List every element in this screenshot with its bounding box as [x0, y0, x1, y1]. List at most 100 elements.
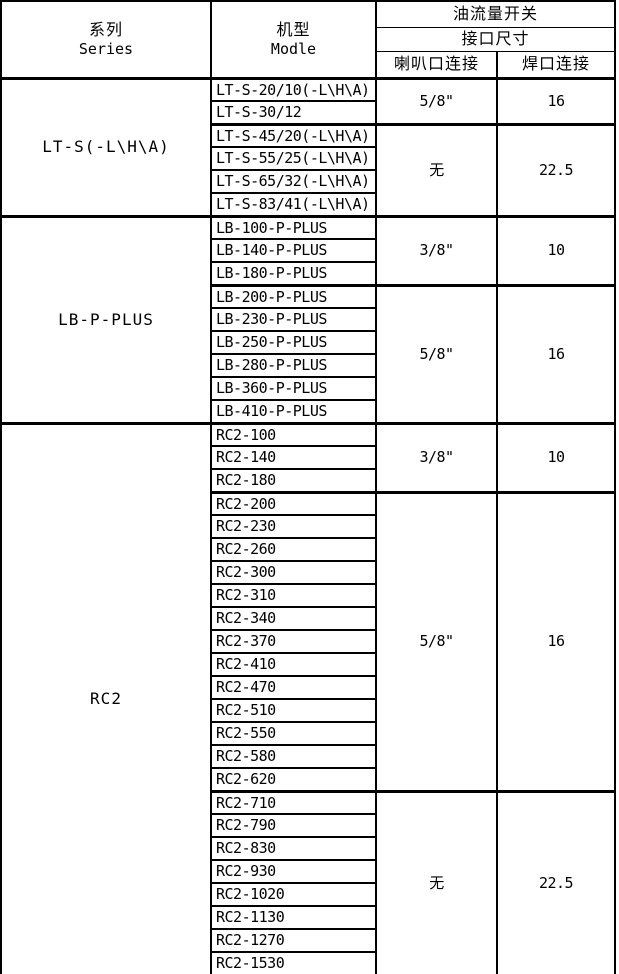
model-cell: LT-S-30/12	[210, 100, 377, 125]
table-row: RC2-510	[1, 698, 615, 723]
table-row: RC2-140	[1, 445, 615, 470]
table-row: RC2-550	[1, 721, 615, 746]
table-header: 系列 Series 机型 Modle 油流量开关 接口尺寸 喇叭口连接 焊口连接	[0, 0, 617, 79]
series-cell: LT-S(-L\H\A)	[0, 76, 212, 217]
weld-size-cell: 16	[495, 283, 617, 424]
table-row: LB-410-P-PLUS	[1, 399, 615, 424]
weld-size-cell: 10	[495, 214, 617, 286]
weld-size-cell: 22.5	[495, 789, 617, 974]
flare-size-cell: 无	[375, 789, 498, 974]
model-cell: LB-180-P-PLUS	[210, 261, 377, 286]
flare-size-cell: 5/8"	[375, 490, 498, 792]
table-row: RC2-410	[1, 652, 615, 677]
model-cell: RC2-930	[210, 859, 377, 884]
model-column-header-zh: 机型	[276, 20, 311, 40]
table-row: LB-180-P-PLUS	[1, 261, 615, 286]
table-row: RC2-230	[1, 514, 615, 539]
series-column-header-zh: 系列	[88, 20, 123, 40]
table-row: LT-S-55/25(-L\H\A)	[1, 146, 615, 171]
model-cell: RC2-1130	[210, 905, 377, 930]
model-cell: LT-S-45/20(-L\H\A)	[210, 122, 377, 148]
model-cell: RC2-830	[210, 836, 377, 861]
model-cell: RC2-310	[210, 583, 377, 608]
table-row: LT-S(-L\H\A) LT-S-20/10(-L\H\A) 5/8" 16	[0, 76, 617, 217]
table-row: LB-360-P-PLUS	[1, 376, 615, 401]
flare-size-cell: 3/8"	[375, 214, 498, 286]
model-cell: RC2-180	[210, 468, 377, 493]
table-row: LB-200-P-PLUS 5/8" 16	[1, 283, 617, 424]
table-row: RC2-470	[1, 675, 615, 700]
model-cell: RC2-140	[210, 445, 377, 470]
model-cell: LB-100-P-PLUS	[210, 214, 377, 240]
flare-size-cell: 5/8"	[375, 76, 498, 125]
model-cell: RC2-100	[210, 421, 377, 447]
model-cell: RC2-200	[210, 490, 377, 516]
table-row: RC2-1130	[1, 905, 615, 930]
model-cell: LB-230-P-PLUS	[210, 307, 377, 332]
table-row: LB-140-P-PLUS	[1, 238, 615, 263]
weld-size-cell: 16	[495, 490, 617, 792]
table-row: RC2-710 无 22.5	[1, 789, 617, 974]
table-row: LT-S-45/20(-L\H\A) 无 22.5	[1, 122, 617, 217]
table-body: LT-S(-L\H\A) LT-S-20/10(-L\H\A) 5/8" 16 LT-S…	[0, 76, 617, 974]
model-cell: RC2-1270	[210, 928, 377, 953]
table-row: RC2-300	[1, 560, 615, 585]
weld-size-cell: 22.5	[495, 122, 617, 217]
table-row: LT-S-65/32(-L\H\A)	[1, 169, 615, 194]
table-row: RC2-340	[1, 606, 615, 631]
model-column-header: 机型 Modle	[210, 0, 377, 79]
table-row: LB-250-P-PLUS	[1, 330, 615, 355]
weld-connection-header: 焊口连接	[495, 50, 617, 79]
flare-connection-header: 喇叭口连接	[375, 50, 498, 79]
model-cell: RC2-1530	[210, 951, 377, 974]
model-cell: LB-360-P-PLUS	[210, 376, 377, 401]
model-cell: LB-250-P-PLUS	[210, 330, 377, 355]
table-row: LT-S-83/41(-L\H\A)	[1, 192, 615, 217]
flare-size-cell: 3/8"	[375, 421, 498, 493]
header-row-1: 系列 Series 机型 Modle 油流量开关	[0, 0, 617, 79]
flare-size-cell: 5/8"	[375, 283, 498, 424]
model-cell: RC2-510	[210, 698, 377, 723]
table-row: RC2-260	[1, 537, 615, 562]
table-row: LB-P-PLUS LB-100-P-PLUS 3/8" 10	[0, 214, 617, 424]
model-cell: RC2-230	[210, 514, 377, 539]
table-row: RC2 RC2-100 3/8" 10	[0, 421, 617, 974]
weld-size-cell: 16	[495, 76, 617, 125]
table-row: LB-230-P-PLUS	[1, 307, 615, 332]
table-row: LB-280-P-PLUS	[1, 353, 615, 378]
series-column-header: 系列 Series	[0, 0, 212, 79]
table-row: RC2-1020	[1, 882, 615, 907]
model-cell: RC2-710	[210, 789, 377, 815]
table-row: RC2-310	[1, 583, 615, 608]
model-cell: RC2-300	[210, 560, 377, 585]
model-cell: RC2-550	[210, 721, 377, 746]
table-row: RC2-620	[1, 767, 615, 792]
series-cell: LB-P-PLUS	[0, 214, 212, 424]
series-column-header-en: Series	[78, 39, 134, 58]
weld-size-cell: 10	[495, 421, 617, 493]
model-cell: RC2-790	[210, 813, 377, 838]
model-cell: RC2-370	[210, 629, 377, 654]
table-row: RC2-830	[1, 836, 615, 861]
table-row: RC2-200 5/8" 16	[1, 490, 617, 792]
port-size-header: 接口尺寸	[374, 26, 617, 52]
header-row-2: 接口尺寸	[1, 26, 617, 52]
table-row: LT-S-30/12	[1, 100, 615, 125]
model-cell: RC2-410	[210, 652, 377, 677]
model-cell: LT-S-20/10(-L\H\A)	[210, 76, 377, 102]
table-row: RC2-1270	[1, 928, 615, 953]
model-cell: RC2-1020	[210, 882, 377, 907]
model-cell: LB-140-P-PLUS	[210, 238, 377, 263]
model-cell: LB-200-P-PLUS	[210, 283, 377, 309]
model-cell: RC2-580	[210, 744, 377, 769]
flare-size-cell: 无	[375, 122, 498, 217]
oil-flow-switch-header: 油流量开关	[374, 0, 617, 28]
series-cell: RC2	[0, 421, 212, 974]
table-row: RC2-370	[1, 629, 615, 654]
model-cell: LT-S-55/25(-L\H\A)	[210, 146, 377, 171]
model-cell: RC2-470	[210, 675, 377, 700]
model-cell: RC2-260	[210, 537, 377, 562]
model-column-header-en: Modle	[270, 39, 317, 58]
model-cell: RC2-340	[210, 606, 377, 631]
